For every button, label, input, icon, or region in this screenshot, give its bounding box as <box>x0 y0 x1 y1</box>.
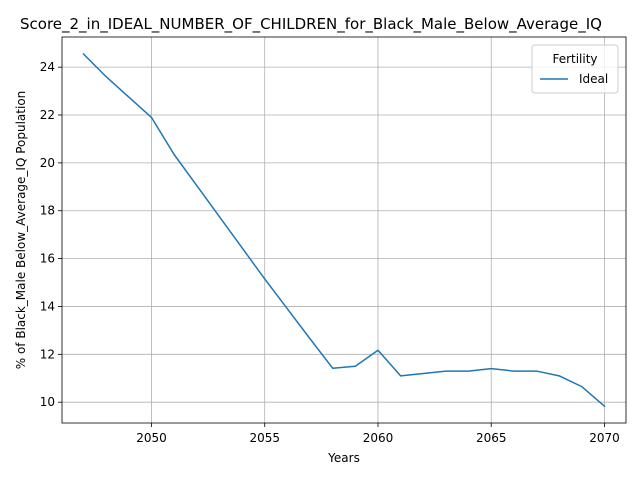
y-tick-label: 24 <box>40 60 55 74</box>
x-tick-label: 2070 <box>589 431 620 445</box>
series-lines <box>82 52 606 408</box>
series-line-ideal <box>82 52 606 408</box>
y-tick-label: 12 <box>40 347 55 361</box>
y-tick-label: 16 <box>40 252 55 266</box>
x-tick-label: 2060 <box>363 431 394 445</box>
plot-area-frame <box>61 36 627 424</box>
legend-label-ideal: Ideal <box>579 72 608 86</box>
x-axis-ticks: 2050 2055 2060 2065 2070 <box>136 423 620 445</box>
legend-box <box>531 44 619 94</box>
x-tick-label: 2050 <box>136 431 167 445</box>
y-axis-ticks: 10 12 14 16 18 20 22 24 <box>40 60 62 409</box>
y-tick-label: 20 <box>40 156 55 170</box>
legend-title: Fertility <box>552 52 597 66</box>
y-tick-label: 18 <box>40 204 55 218</box>
y-axis-label: % of Black_Male Below_Average_IQ Populat… <box>14 91 28 370</box>
y-tick-label: 14 <box>40 299 55 313</box>
legend: Fertility Ideal <box>531 44 619 94</box>
x-axis-label: Years <box>327 451 360 465</box>
x-tick-label: 2065 <box>476 431 507 445</box>
chart-title: Score_2_in_IDEAL_NUMBER_OF_CHILDREN_for_… <box>20 15 602 34</box>
grid <box>62 37 626 423</box>
y-tick-label: 10 <box>40 395 55 409</box>
x-tick-label: 2055 <box>249 431 280 445</box>
y-tick-label: 22 <box>40 108 55 122</box>
